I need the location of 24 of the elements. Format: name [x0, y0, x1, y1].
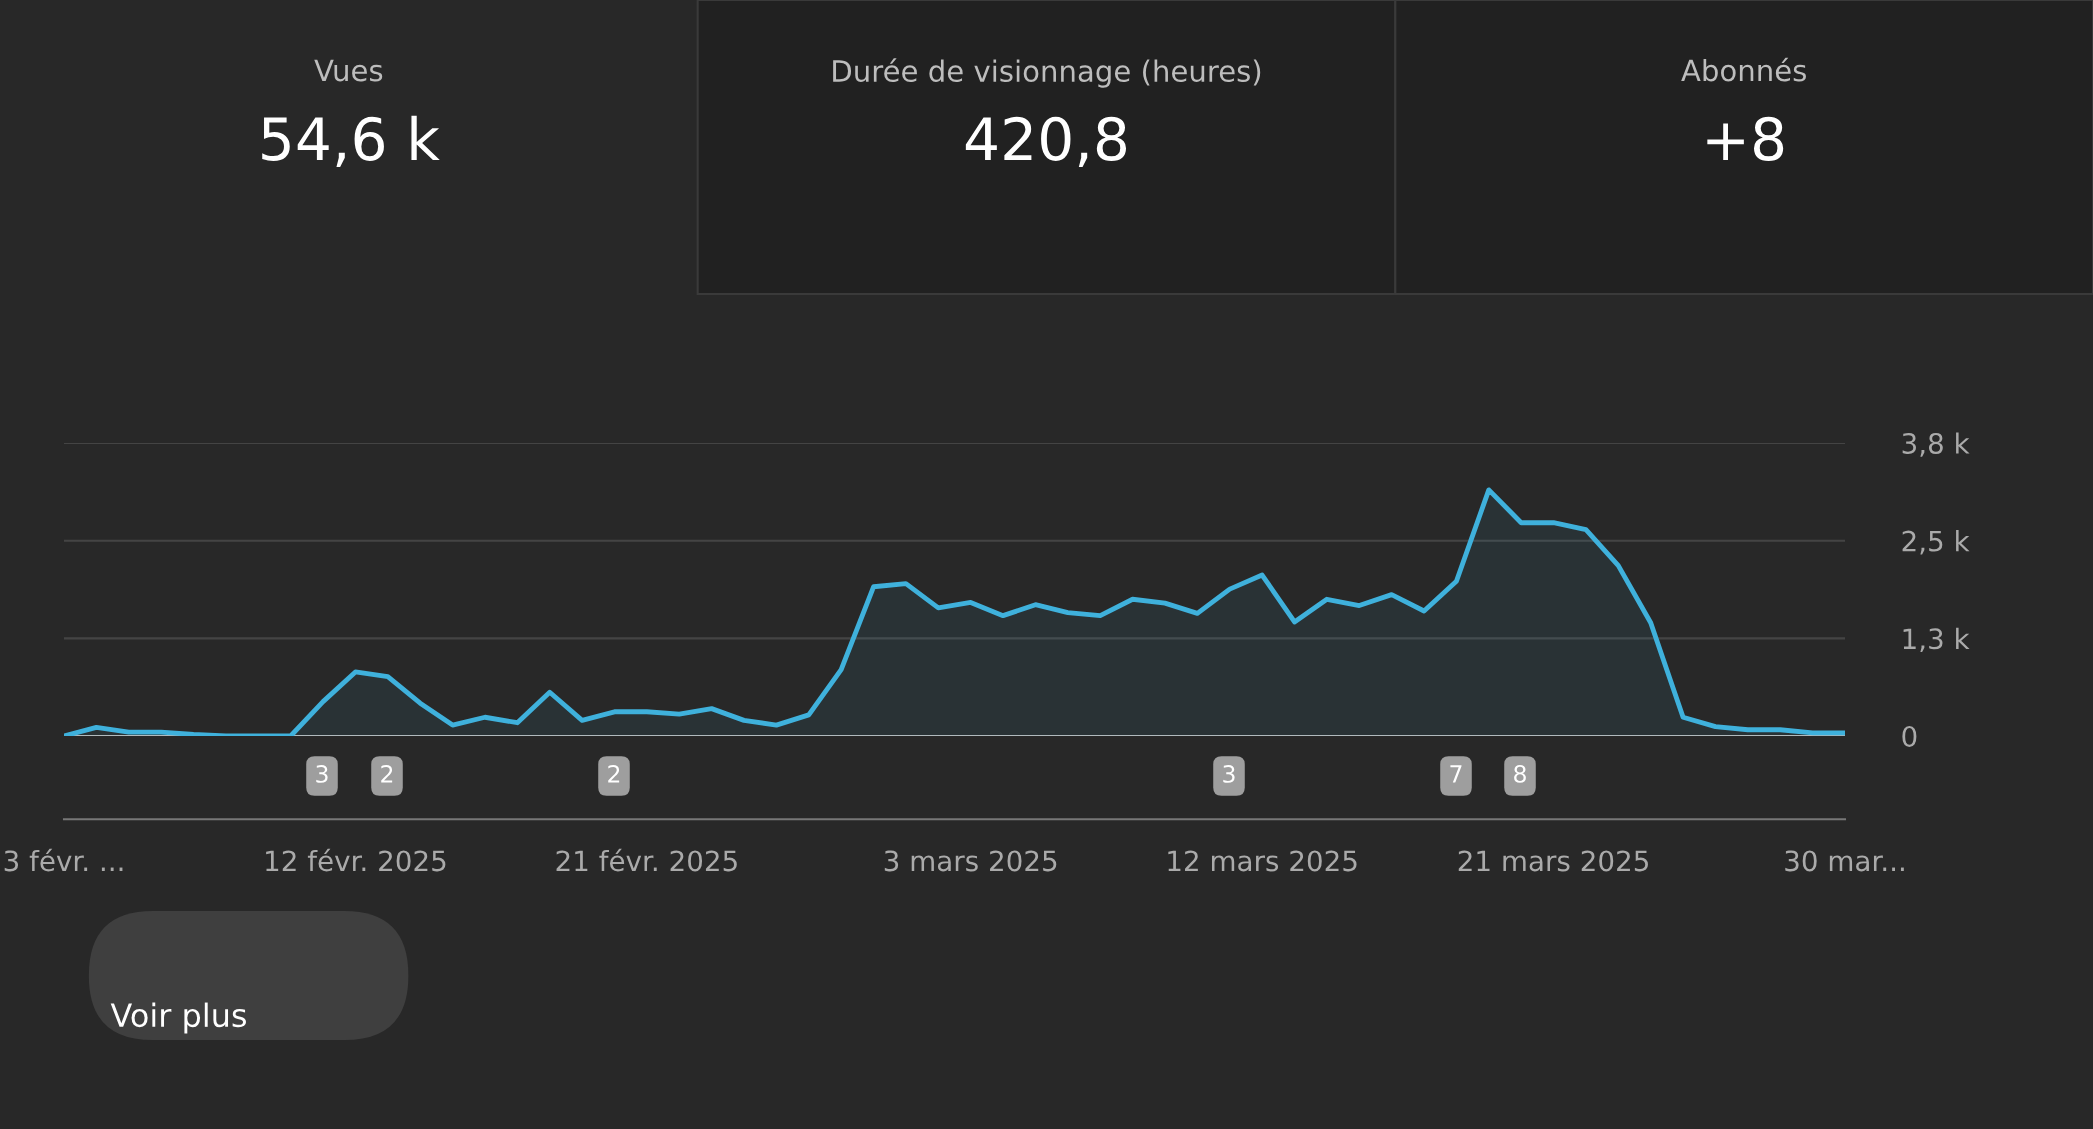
- text: 2: [608, 764, 620, 783]
- text: 8: [1514, 764, 1526, 783]
- x-tick-label: 12 févr. 2025: [266, 848, 446, 872]
- text: Vues: [314, 59, 383, 82]
- text: 3: [1223, 764, 1235, 783]
- x-tick-label: 21 févr. 2025: [556, 848, 737, 872]
- text: 2: [381, 764, 393, 783]
- text: Abonnés: [1681, 57, 1806, 82]
- text: 7: [1450, 765, 1462, 783]
- x-tick-label: 21 mars 2025: [1458, 850, 1648, 872]
- x-tick-label: 12 mars 2025: [1168, 850, 1357, 872]
- x-tick-label: 3 mars 2025: [884, 850, 1057, 872]
- y-tick-label: 0: [1902, 725, 1917, 747]
- text: Voir plus: [110, 1002, 247, 1034]
- text: +8: [1707, 116, 1784, 161]
- x-tick-label: 30 mar...: [1785, 850, 1904, 872]
- y-tick-label: 2,5 k: [1902, 530, 1970, 555]
- y-tick-label: 1,3 k: [1903, 627, 1970, 653]
- text: 3: [316, 764, 328, 783]
- x-tick-label: 3 févr. ...: [4, 848, 123, 872]
- y-tick-label: 3,8 k: [1902, 432, 1970, 457]
- text: 54,6 k: [262, 115, 440, 167]
- text: Durée de visionnage (heures): [833, 58, 1261, 88]
- text: 420,8: [965, 116, 1127, 167]
